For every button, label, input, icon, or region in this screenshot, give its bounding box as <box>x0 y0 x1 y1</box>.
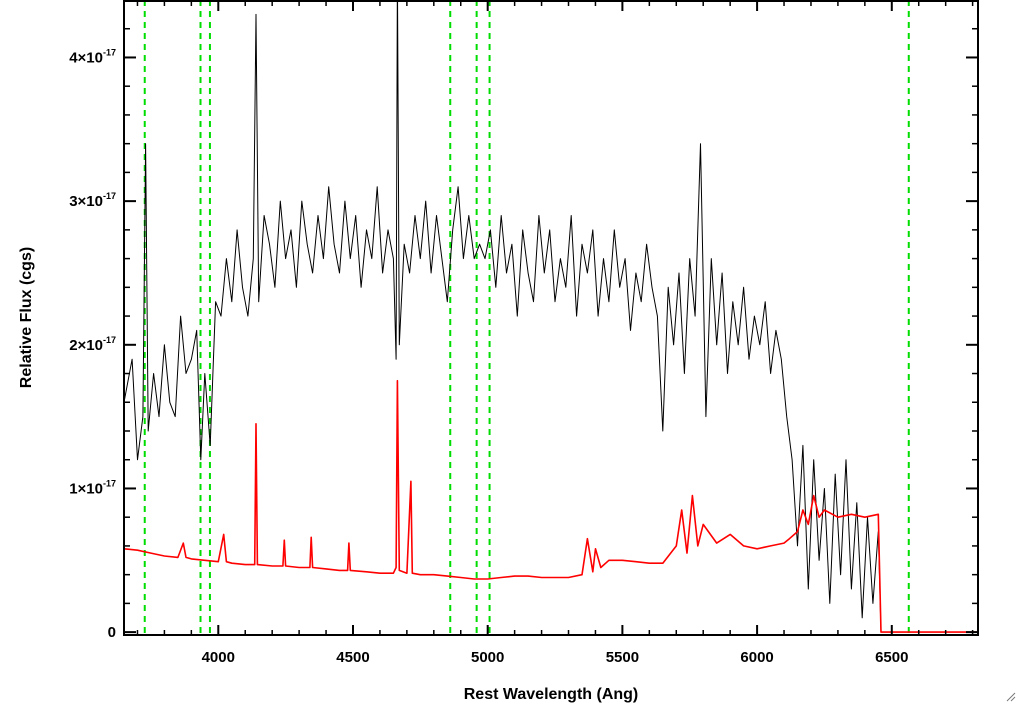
x-tick-label: 6000 <box>740 649 773 666</box>
spectrum-series-1 <box>123 379 978 633</box>
y-tick-label: 3×10-17 <box>69 191 116 210</box>
x-axis-label: Rest Wavelength (Ang) <box>464 686 639 703</box>
spectrum-series-layer <box>123 0 978 633</box>
y-tick-label: 4×10-17 <box>69 47 116 66</box>
x-tick-label: 5500 <box>606 649 639 666</box>
x-tick-label: 5000 <box>471 649 504 666</box>
x-tick-label: 4500 <box>336 649 369 666</box>
plot-frame <box>123 0 979 636</box>
spectrum-series-0 <box>123 0 882 633</box>
x-tick-label: 6500 <box>875 649 908 666</box>
y-tick-label: 2×10-17 <box>69 335 116 354</box>
y-tick-label: 0 <box>108 624 116 641</box>
resize-grip-icon[interactable] <box>1006 692 1016 702</box>
y-axis-ticks: 0 1×10-17 2×10-17 3×10-17 4×10-17 <box>69 27 978 641</box>
y-tick-label: 1×10-17 <box>69 478 116 497</box>
x-tick-label: 4000 <box>202 649 235 666</box>
y-axis-label: Relative Flux (cgs) <box>18 247 35 388</box>
x-axis-ticks: 4000 4500 5000 5500 6000 6500 <box>136 1 974 666</box>
emission-line-markers <box>143 0 910 635</box>
